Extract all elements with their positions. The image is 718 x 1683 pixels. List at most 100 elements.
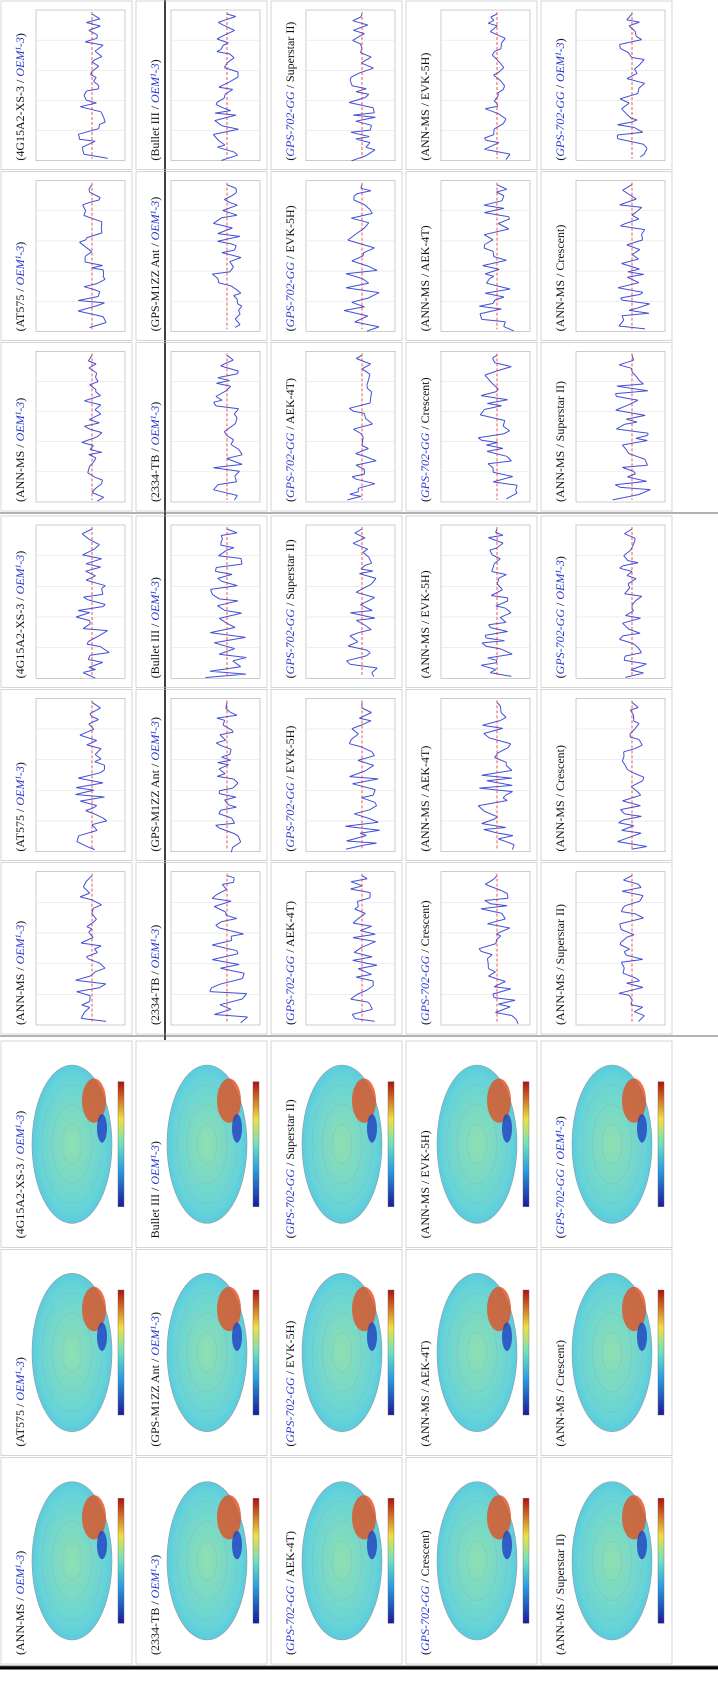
- label-part: (: [553, 1234, 567, 1238]
- figure-panel: (ANN-MS / Superstar II): [540, 1457, 673, 1665]
- label-part: OEM¹-3: [13, 925, 27, 965]
- polar-ring: [61, 1540, 83, 1581]
- polar-ring: [581, 1501, 643, 1621]
- panel-frame: [540, 0, 673, 170]
- panel-label: (GPS-702-GG / OEM¹-3): [553, 556, 567, 678]
- figure-panel: (GPS-702-GG / Superstar II): [270, 1040, 403, 1248]
- label-part: (Bullet III /: [148, 621, 162, 679]
- label-part: (ANN-MS / Superstar II): [553, 381, 567, 502]
- figure-panel: (ANN-MS / Crescent): [540, 171, 673, 341]
- panel-frame: [0, 1249, 133, 1456]
- cold-spot: [232, 1530, 242, 1560]
- label-part: (: [283, 1234, 297, 1238]
- label-part: GPS-702-GG: [283, 1169, 297, 1235]
- label-part: (: [283, 327, 297, 331]
- label-part: GPS-702-GG: [283, 1377, 297, 1443]
- figure-panel: (GPS-M1ZZ Ant / OEM¹-3): [135, 689, 268, 861]
- cold-spot: [367, 1322, 377, 1351]
- figure-panel: (2334-TB / OEM¹-3): [135, 342, 268, 512]
- label-part: (: [553, 157, 567, 161]
- polar-ring: [321, 1521, 363, 1601]
- polar-ring: [581, 1084, 643, 1204]
- panel-frame: [135, 1040, 268, 1248]
- label-part: (2334-TB /: [148, 1598, 162, 1655]
- panel-frame: [405, 0, 538, 170]
- colorbar: [252, 1498, 260, 1624]
- label-part: ): [13, 1551, 27, 1555]
- label-part: (: [418, 1021, 432, 1025]
- cold-spot: [97, 1322, 107, 1351]
- panel-label: (ANN-MS / OEM¹-3): [13, 1551, 27, 1655]
- figure-panel: (ANN-MS / AEK-4T): [405, 689, 538, 861]
- figure-panel: (ANN-MS / OEM¹-3): [0, 342, 133, 512]
- scatter-trace: [617, 184, 650, 330]
- panel-label: (ANN-MS / Superstar II): [553, 1534, 567, 1655]
- cold-spot: [502, 1114, 512, 1143]
- plot-area: [35, 180, 126, 332]
- panel-frame: [270, 0, 403, 170]
- figure-panel: (Bullet III / OEM¹-3): [135, 515, 268, 688]
- panel-label: (ANN-MS / AEK-4T): [418, 746, 432, 852]
- plot-area: [575, 871, 666, 1026]
- label-part: GPS-702-GG: [283, 262, 297, 328]
- label-part: (ANN-MS / AEK-4T): [418, 746, 432, 852]
- label-part: (4G15A2-XS-3 /: [13, 1154, 27, 1238]
- polar-ring: [321, 1104, 363, 1184]
- panel-frame: [270, 862, 403, 1035]
- label-part: OEM¹-3: [553, 1120, 567, 1160]
- figure-panel: (ANN-MS / OEM¹-3): [0, 862, 133, 1035]
- polar-ring: [456, 1521, 498, 1601]
- label-part: / Superstar II): [283, 539, 297, 609]
- panel-frame: [405, 689, 538, 861]
- label-part: (: [553, 674, 567, 678]
- panel-frame: [270, 1040, 403, 1248]
- scatter-trace: [617, 701, 647, 850]
- figure-panel: (4G15A2-XS-3 / OEM¹-3): [0, 515, 133, 688]
- scatter-trace: [345, 702, 380, 850]
- label-part: / AEK-4T): [283, 378, 297, 433]
- panel-label: (ANN-MS / Superstar II): [553, 904, 567, 1025]
- scatter-trace: [75, 875, 107, 1022]
- panel-label: (GPS-702-GG / Crescent): [418, 900, 432, 1025]
- panel-frame: [135, 1249, 268, 1456]
- label-part: OEM¹-3: [148, 581, 162, 621]
- label-part: (AT575 /: [13, 1401, 27, 1447]
- label-part: (: [283, 1021, 297, 1025]
- panel-label: (ANN-MS / Crescent): [553, 745, 567, 852]
- figure-panel: (GPS-702-GG / Crescent): [405, 1457, 538, 1665]
- label-part: ): [148, 1312, 162, 1316]
- figure-panel: (AT575 / OEM¹-3): [0, 171, 133, 341]
- panel-frame: [270, 515, 403, 688]
- scatter-trace: [211, 184, 243, 328]
- plot-area: [35, 351, 126, 503]
- label-part: (ANN-MS / Superstar II): [553, 904, 567, 1025]
- panel-label: (ANN-MS / Crescent): [553, 1340, 567, 1447]
- scatter-trace: [478, 875, 519, 1024]
- colorbar: [117, 1289, 125, 1416]
- figure-panel: (GPS-702-GG / Superstar II): [270, 515, 403, 688]
- scatter-trace: [209, 875, 248, 1024]
- plot-area: [575, 180, 666, 332]
- panel-label: (GPS-702-GG / Crescent): [418, 1530, 432, 1655]
- panel-label: (GPS-702-GG / AEK-4T): [283, 901, 297, 1025]
- panel-label: (GPS-702-GG / Superstar II): [283, 1099, 297, 1238]
- figure-panel: (GPS-702-GG / AEK-4T): [270, 1457, 403, 1665]
- scatter-trace: [343, 184, 380, 332]
- label-part: ): [148, 717, 162, 721]
- label-part: (: [283, 674, 297, 678]
- panel-label: (4G15A2-XS-3 / OEM¹-3): [13, 551, 27, 679]
- figure-panel: (GPS-702-GG / Crescent): [405, 342, 538, 512]
- figure-panel: (2334-TB / OEM¹-3): [135, 1457, 268, 1665]
- label-part: ): [148, 1555, 162, 1559]
- label-part: OEM¹-3: [13, 555, 27, 595]
- hot-spot: [622, 1286, 646, 1332]
- polar-ring: [196, 1332, 218, 1373]
- label-part: /: [553, 1160, 567, 1169]
- polar-ring: [61, 1124, 83, 1165]
- label-part: GPS-702-GG: [553, 609, 567, 675]
- polar-ring: [331, 1332, 353, 1373]
- panel-frame: [405, 1040, 538, 1248]
- polar-ring: [601, 1332, 623, 1373]
- label-part: (ANN-MS / Crescent): [553, 745, 567, 852]
- label-part: ): [13, 762, 27, 766]
